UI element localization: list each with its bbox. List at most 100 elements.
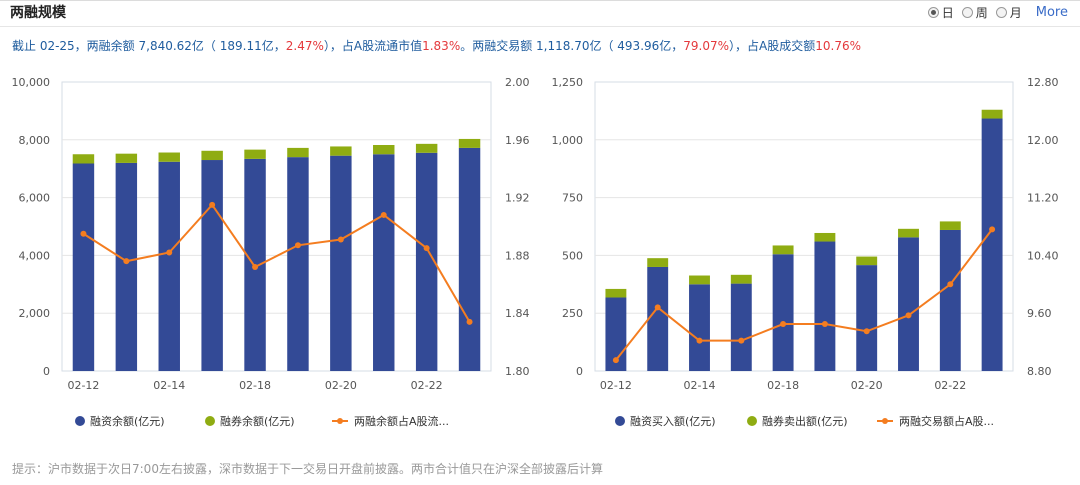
- radio-week[interactable]: 周: [961, 4, 988, 21]
- left-axis-tick-label: 500: [562, 249, 583, 262]
- margin-trading-volume-chart: 0 250 500 750 1,000 1,250 8.80 9.60 10.40 11.20 12…: [552, 76, 1059, 428]
- bar-top: [939, 221, 961, 230]
- x-axis-tick-label: 02-20: [325, 379, 357, 392]
- radio-month[interactable]: 月: [995, 4, 1022, 21]
- left-axis-tick-label: 0: [576, 365, 583, 378]
- summary-part-7: ），占A股成交额: [729, 39, 816, 53]
- ratio-line-point: [252, 263, 259, 270]
- bar-main: [115, 162, 138, 371]
- bar-top: [415, 143, 438, 153]
- period-controls: 日 周 月 More: [920, 4, 1068, 21]
- legend-marker-top: [205, 416, 215, 426]
- bar-top: [287, 147, 309, 158]
- x-axis-tick-label: 02-20: [851, 379, 883, 392]
- right-axis-tick-label: 12.00: [1027, 134, 1059, 147]
- radio-day-label: 日: [941, 6, 954, 20]
- bar-top: [605, 288, 627, 298]
- bar-main: [72, 163, 95, 371]
- ratio-line-point: [821, 321, 828, 328]
- bar-main: [981, 118, 1003, 371]
- bar-main: [939, 229, 961, 371]
- ratio-line-point: [947, 281, 954, 288]
- x-axis-tick-label: 02-18: [239, 379, 271, 392]
- bar-main: [689, 284, 710, 371]
- bar-top: [647, 258, 669, 267]
- ratio-line-point: [738, 337, 745, 344]
- bar-main: [373, 154, 395, 371]
- left-axis-tick-label: 1,250: [552, 76, 584, 89]
- bar-top: [730, 274, 752, 284]
- radio-day[interactable]: 日: [927, 4, 954, 21]
- plot-area-frame: [594, 81, 1014, 372]
- radio-day-indicator[interactable]: [927, 7, 939, 18]
- bar-top: [814, 232, 836, 242]
- right-axis-tick-label: 8.80: [1027, 365, 1052, 378]
- right-axis-tick-label: 2.00: [505, 76, 530, 89]
- right-axis-tick-label: 1.84: [505, 307, 530, 320]
- bar-top: [330, 146, 352, 156]
- x-axis-tick-label: 02-14: [153, 379, 185, 392]
- bar-main: [330, 155, 352, 371]
- left-axis-tick-label: 0: [43, 365, 50, 378]
- ratio-line-point: [166, 249, 173, 256]
- legend-label: 融券卖出额(亿元): [762, 414, 848, 428]
- bar-top: [856, 256, 878, 266]
- summary-trade-change-pct: 79.07%: [683, 39, 730, 53]
- summary-margin-change-pct: 2.47%: [285, 39, 324, 53]
- right-axis-tick-label: 10.40: [1027, 249, 1059, 262]
- bar-top: [201, 150, 223, 161]
- ratio-line-point: [780, 321, 787, 328]
- right-axis-tick-label: 1.88: [505, 249, 530, 262]
- left-axis-tick-label: 2,000: [19, 307, 51, 320]
- bar-top: [458, 138, 481, 148]
- left-axis-tick-label: 10,000: [12, 76, 51, 89]
- summary-trade-share: 10.76%: [815, 39, 862, 53]
- bar-top: [158, 152, 180, 162]
- header-divider: [0, 26, 1080, 27]
- radio-month-label: 月: [1009, 6, 1022, 20]
- bar-main: [287, 157, 309, 371]
- ratio-line: [615, 228, 993, 361]
- bar-top: [244, 149, 266, 159]
- x-axis-tick-label: 02-18: [767, 379, 799, 392]
- more-link[interactable]: More: [1035, 5, 1068, 20]
- left-axis-tick-label: 250: [562, 307, 583, 320]
- left-axis-tick-label: 1,000: [552, 134, 584, 147]
- ratio-line-point: [654, 304, 661, 311]
- ratio-line-point: [905, 312, 912, 319]
- legend-label: 两融交易额占A股...: [899, 414, 994, 428]
- legend-line-dot: [337, 418, 343, 424]
- summary-margin-share: 1.83%: [422, 39, 461, 53]
- bar-top: [373, 145, 395, 155]
- legend-line-dot: [882, 418, 888, 424]
- x-axis-tick-label: 02-12: [600, 379, 632, 392]
- ratio-line-point: [989, 226, 996, 233]
- bar-top: [72, 154, 95, 164]
- legend-marker-main: [75, 416, 85, 426]
- left-axis-tick-label: 8,000: [19, 134, 51, 147]
- legend-label: 融资余额(亿元): [90, 414, 165, 428]
- bar-main: [158, 161, 180, 371]
- x-axis-tick-label: 02-22: [934, 379, 966, 392]
- bar-main: [856, 265, 878, 371]
- ratio-line-point: [294, 242, 301, 249]
- ratio-line-point: [423, 245, 430, 252]
- bar-top: [772, 245, 794, 255]
- bar-top: [981, 109, 1003, 119]
- left-axis-tick-label: 6,000: [19, 192, 51, 205]
- right-axis-tick-label: 1.92: [505, 192, 530, 205]
- summary-part-5: 。两融交易额 1,118.70亿（ 493.96亿，: [460, 39, 684, 53]
- right-axis-tick-label: 1.80: [505, 365, 530, 378]
- bar-main: [772, 254, 794, 371]
- radio-month-indicator[interactable]: [995, 7, 1007, 18]
- bar-top: [115, 153, 138, 163]
- margin-balance-chart: 0 2,000 4,000 6,000 8,000 10,000 1.80 1.84 1.88 1…: [12, 76, 530, 428]
- radio-week-label: 周: [975, 6, 988, 20]
- ratio-line-point: [80, 230, 87, 237]
- ratio-line-point: [466, 318, 473, 325]
- bar-main: [730, 283, 752, 371]
- left-axis-tick-label: 4,000: [19, 249, 51, 262]
- ratio-line-point: [123, 258, 130, 265]
- ratio-line-point: [337, 236, 344, 243]
- radio-week-indicator[interactable]: [961, 7, 973, 18]
